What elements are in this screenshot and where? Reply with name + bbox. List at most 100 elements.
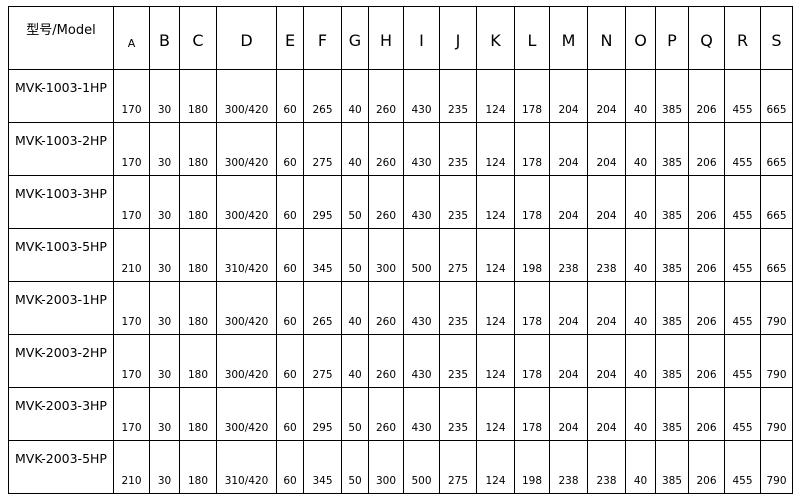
value-cell-l: 178 [514,387,550,441]
value-cell-b: 30 [149,334,180,388]
value-cell-d: 300/420 [216,122,277,176]
model-cell: MVK-2003-5HP [8,440,114,494]
value-cell-c: 180 [179,387,217,441]
value-cell-j: 235 [439,281,477,335]
value-cell-c: 180 [179,122,217,176]
value-cell-n: 204 [587,334,626,388]
column-header-j: J [439,6,477,70]
value-cell-o: 40 [625,175,656,229]
value-cell-f: 265 [303,69,342,123]
value-cell-k: 124 [476,69,515,123]
value-cell-m: 238 [549,228,588,282]
value-cell-f: 265 [303,281,342,335]
table-row: MVK-1003-1HP 170 30 180 300/420 60 265 40 260 430… [8,69,793,123]
value-cell-h: 260 [368,334,404,388]
value-cell-l: 178 [514,175,550,229]
value-cell-o: 40 [625,69,656,123]
value-cell-s: 665 [760,122,793,176]
value-cell-f: 295 [303,175,342,229]
table-row: MVK-2003-5HP 210 30 180 310/420 60 345 50 300 500… [8,440,793,494]
value-cell-m: 204 [549,175,588,229]
value-cell-b: 30 [149,440,180,494]
table-row: MVK-1003-3HP 170 30 180 300/420 60 295 50 260 430… [8,175,793,229]
value-cell-p: 385 [655,440,689,494]
value-cell-g: 50 [341,228,369,282]
value-cell-s: 665 [760,175,793,229]
value-cell-m: 204 [549,387,588,441]
value-cell-e: 60 [276,387,304,441]
value-cell-b: 30 [149,281,180,335]
value-cell-g: 50 [341,175,369,229]
value-cell-c: 180 [179,228,217,282]
value-cell-q: 206 [688,334,725,388]
value-cell-r: 455 [724,122,761,176]
value-cell-q: 206 [688,281,725,335]
value-cell-b: 30 [149,175,180,229]
value-cell-d: 310/420 [216,440,277,494]
value-cell-n: 204 [587,69,626,123]
column-header-b: B [149,6,180,70]
column-header-h: H [368,6,404,70]
value-cell-q: 206 [688,228,725,282]
column-header-c: C [179,6,217,70]
table-row: MVK-1003-2HP 170 30 180 300/420 60 275 40 260 430… [8,122,793,176]
value-cell-n: 238 [587,228,626,282]
value-cell-r: 455 [724,440,761,494]
value-cell-q: 206 [688,387,725,441]
value-cell-k: 124 [476,281,515,335]
value-cell-i: 500 [403,440,440,494]
value-cell-l: 178 [514,281,550,335]
value-cell-o: 40 [625,387,656,441]
value-cell-o: 40 [625,334,656,388]
model-cell: MVK-2003-3HP [8,387,114,441]
column-header-m: M [549,6,588,70]
value-cell-e: 60 [276,334,304,388]
value-cell-e: 60 [276,228,304,282]
value-cell-s: 790 [760,440,793,494]
value-cell-k: 124 [476,334,515,388]
value-cell-f: 275 [303,334,342,388]
value-cell-l: 178 [514,122,550,176]
value-cell-s: 790 [760,281,793,335]
value-cell-j: 235 [439,334,477,388]
value-cell-s: 665 [760,228,793,282]
column-header-i: I [403,6,440,70]
column-header-s: S [760,6,793,70]
value-cell-q: 206 [688,122,725,176]
value-cell-e: 60 [276,69,304,123]
value-cell-f: 275 [303,122,342,176]
value-cell-r: 455 [724,334,761,388]
value-cell-p: 385 [655,175,689,229]
value-cell-g: 40 [341,281,369,335]
value-cell-o: 40 [625,281,656,335]
value-cell-l: 178 [514,334,550,388]
value-cell-g: 50 [341,387,369,441]
value-cell-m: 204 [549,281,588,335]
value-cell-f: 345 [303,440,342,494]
value-cell-f: 295 [303,387,342,441]
value-cell-p: 385 [655,69,689,123]
value-cell-g: 40 [341,334,369,388]
column-header-k: K [476,6,515,70]
value-cell-a: 170 [113,334,150,388]
value-cell-b: 30 [149,228,180,282]
value-cell-n: 238 [587,440,626,494]
value-cell-b: 30 [149,69,180,123]
model-cell: MVK-1003-1HP [8,69,114,123]
value-cell-e: 60 [276,281,304,335]
value-cell-a: 170 [113,281,150,335]
column-header-n: N [587,6,626,70]
value-cell-s: 665 [760,69,793,123]
value-cell-a: 210 [113,440,150,494]
column-header-d: D [216,6,277,70]
value-cell-h: 260 [368,387,404,441]
value-cell-h: 300 [368,440,404,494]
value-cell-d: 300/420 [216,69,277,123]
value-cell-d: 300/420 [216,387,277,441]
value-cell-e: 60 [276,440,304,494]
value-cell-k: 124 [476,387,515,441]
model-cell: MVK-1003-5HP [8,228,114,282]
value-cell-j: 235 [439,387,477,441]
value-cell-p: 385 [655,387,689,441]
value-cell-p: 385 [655,281,689,335]
